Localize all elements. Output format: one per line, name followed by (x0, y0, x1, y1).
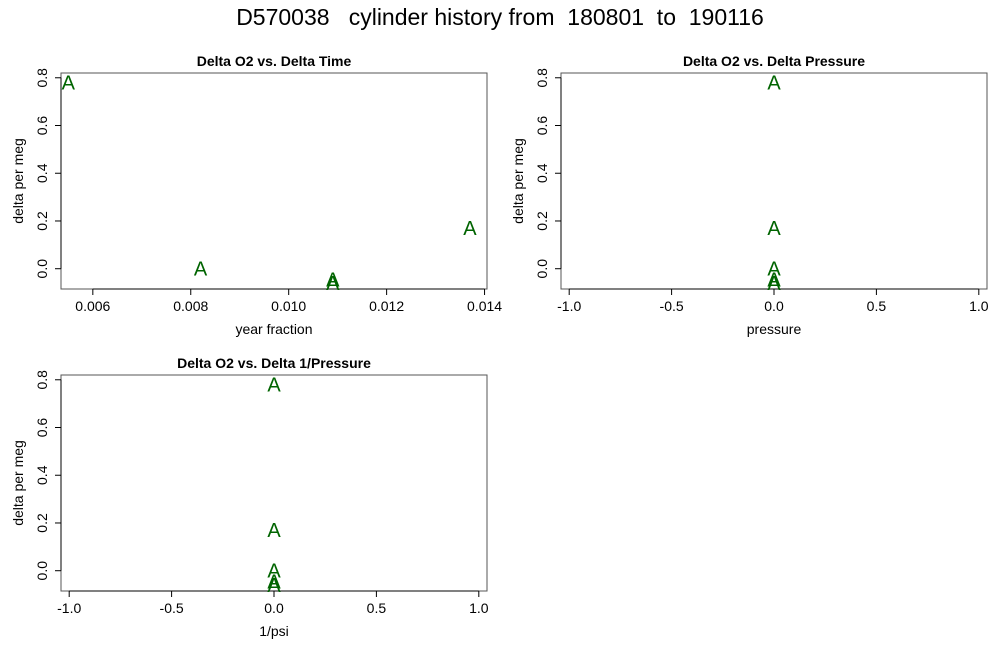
plot-1-data-point: A (326, 273, 340, 295)
plot-3-y-axis-label: delta per meg (10, 440, 26, 526)
plot-3-data-point: A (267, 571, 281, 593)
plot-1-y-tick-label: 0.6 (34, 116, 50, 136)
plot-3-y-tick-label: 0.4 (34, 465, 50, 485)
plot-2-data-point: A (767, 73, 781, 95)
plot-2-x-tick-label: 0.0 (764, 298, 784, 314)
plot-3-data-point: A (267, 575, 281, 597)
plot-1-y-tick-label: 0.8 (34, 68, 50, 88)
plot-3-x-tick-label: 1.0 (469, 600, 489, 616)
plot-3-y-tick-label: 0.8 (34, 370, 50, 390)
plot-3-x-tick-label: -0.5 (160, 600, 184, 616)
plot-2-y-tick-label: 0.6 (534, 116, 550, 136)
plot-2-x-tick-label: -1.0 (557, 298, 581, 314)
plot-3-title: Delta O2 vs. Delta 1/Pressure (177, 355, 371, 371)
plot-1-data-point: A (326, 269, 340, 291)
plot-3-data-point: A (267, 375, 281, 397)
plot-2-y-axis-label: delta per meg (510, 138, 526, 224)
plot-2-data-point: A (767, 273, 781, 295)
plot-3-y-tick-label: 0.0 (34, 561, 50, 581)
plot-1-y-tick-label: 0.2 (34, 211, 50, 231)
plot-1-x-tick-label: 0.014 (467, 298, 502, 314)
plot-3-x-tick-label: 0.5 (367, 600, 387, 616)
plot-1-x-tick-label: 0.006 (75, 298, 110, 314)
page-title: D570038 cylinder history from 180801 to … (236, 4, 764, 30)
plot-3-frame (60, 374, 488, 592)
plot-2-x-tick-label: -0.5 (660, 298, 684, 314)
plot-1-y-tick-label: 0.0 (34, 259, 50, 279)
plot-1-data-point: A (463, 218, 477, 240)
plot-3-data-point: A (267, 561, 281, 583)
plot-3-y-tick-label: 0.6 (34, 418, 50, 438)
plot-2-frame (560, 72, 988, 290)
plot-2-y-tick-label: 0.8 (534, 68, 550, 88)
plot-1-y-tick-label: 0.4 (34, 163, 50, 183)
plot-2-x-axis-label: pressure (747, 321, 802, 337)
plot-2-x-tick-label: 1.0 (969, 298, 989, 314)
plot-1-y-axis-label: delta per meg (10, 138, 26, 224)
plot-1-x-tick-label: 0.010 (271, 298, 306, 314)
plot-1-title: Delta O2 vs. Delta Time (197, 53, 352, 69)
plot-2-data-point: A (767, 218, 781, 240)
plot-1-data-point: A (194, 259, 208, 281)
plot-3-y-tick-label: 0.2 (34, 513, 50, 533)
plot-2-x-tick-label: 0.5 (867, 298, 887, 314)
plot-2-title: Delta O2 vs. Delta Pressure (683, 53, 865, 69)
plot-3-x-tick-label: -1.0 (57, 600, 81, 616)
plot-2-y-tick-label: 0.2 (534, 211, 550, 231)
plot-2-y-tick-label: 0.4 (534, 163, 550, 183)
plot-1-frame (60, 72, 488, 290)
plot-1-x-tick-label: 0.012 (369, 298, 404, 314)
plot-2-data-point: A (767, 269, 781, 291)
plot-3-data-point: A (267, 520, 281, 542)
plot-1-data-point: A (62, 73, 76, 95)
plot-3-x-tick-label: 0.0 (264, 600, 284, 616)
plot-3-x-axis-label: 1/psi (259, 623, 289, 639)
plot-1-x-tick-label: 0.008 (173, 298, 208, 314)
plot-2-y-tick-label: 0.0 (534, 259, 550, 279)
plot-2-data-point: A (767, 259, 781, 281)
plot-1-x-axis-label: year fraction (235, 321, 312, 337)
